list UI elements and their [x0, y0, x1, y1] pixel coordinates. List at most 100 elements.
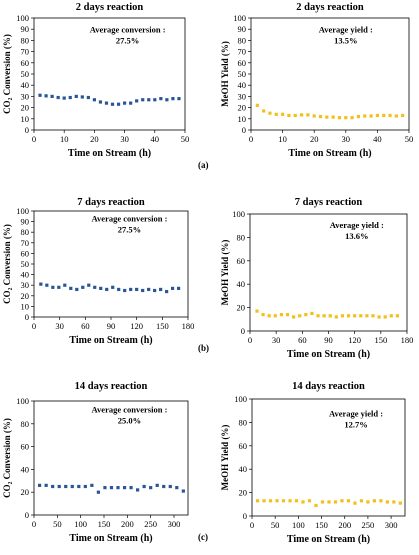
- data-point: [255, 309, 259, 313]
- data-point: [74, 94, 78, 98]
- data-point: [142, 484, 146, 489]
- data-point: [262, 109, 266, 113]
- data-point: [261, 313, 265, 317]
- data-point: [149, 486, 153, 490]
- x-tick-label: 30: [120, 134, 129, 144]
- data-point: [68, 95, 72, 100]
- annotation-value: 27.5%: [118, 225, 141, 235]
- x-tick-label: 10: [60, 134, 69, 144]
- data-point: [83, 484, 87, 489]
- x-tick-label: 10: [278, 134, 287, 144]
- data-point: [141, 288, 145, 293]
- data-point: [38, 93, 42, 97]
- data-point: [255, 103, 259, 107]
- annotation-value: 27.5%: [116, 36, 139, 46]
- data-point: [69, 286, 73, 290]
- y-axis-label: CO₂ Conversion (%): [2, 34, 12, 114]
- x-tick-label: 30: [272, 335, 281, 345]
- chart-title: 14 days reaction: [75, 381, 148, 392]
- y-tick-label: 80: [21, 35, 30, 45]
- data-point: [92, 98, 96, 102]
- y-tick-label: 60: [21, 248, 30, 258]
- data-point: [281, 112, 285, 116]
- chart-title: 2 days reaction: [296, 2, 364, 13]
- y-axis-label: MeOH Yield (%): [220, 425, 230, 491]
- data-point: [181, 489, 185, 493]
- data-point: [175, 486, 179, 490]
- data-point: [141, 98, 145, 102]
- data-point: [116, 486, 120, 490]
- data-point: [135, 99, 139, 103]
- y-tick-label: 60: [239, 441, 248, 451]
- annotation-value: 12.7%: [344, 420, 367, 430]
- y-tick-label: 80: [237, 232, 246, 242]
- data-point: [165, 289, 169, 294]
- chart-title: 7 days reaction: [295, 197, 363, 208]
- x-tick-label: 0: [32, 134, 36, 144]
- data-point: [103, 486, 107, 490]
- y-tick-label: 20: [21, 291, 30, 301]
- data-point: [44, 483, 48, 487]
- data-point: [328, 314, 332, 318]
- data-point: [147, 98, 151, 102]
- x-tick-label: 150: [156, 321, 169, 331]
- data-point: [382, 113, 386, 118]
- data-point: [81, 285, 85, 289]
- data-point: [398, 501, 402, 505]
- data-point: [45, 283, 49, 287]
- chart-title: 14 days reaction: [292, 381, 365, 392]
- data-point: [77, 484, 81, 489]
- data-point: [385, 500, 389, 504]
- data-point: [365, 314, 369, 318]
- annotation-value: 13.6%: [345, 231, 368, 241]
- annotation-label: Average yield :: [329, 409, 383, 419]
- x-tick-label: 40: [373, 134, 382, 144]
- x-tick-label: 0: [248, 335, 252, 345]
- data-point: [147, 287, 151, 292]
- chart-4: 7 days reaction 0 20 40 60 80 100 0 30 60 90 120 150…: [220, 197, 413, 360]
- plot-frame: [251, 398, 406, 517]
- x-axis-label: Time on Stream (h): [69, 533, 152, 544]
- x-tick-label: 150: [315, 520, 328, 530]
- y-tick-label: 80: [239, 417, 248, 427]
- annotation-label: Average conversion :: [92, 404, 168, 414]
- y-axis-label: CO₂ Conversion (%): [2, 224, 12, 304]
- y-tick-label: 20: [238, 103, 247, 113]
- data-point: [285, 313, 290, 317]
- data-point: [306, 113, 310, 117]
- data-point: [129, 101, 133, 105]
- data-point: [255, 499, 260, 503]
- chart-title: 7 days reaction: [77, 197, 145, 208]
- data-point: [51, 484, 55, 489]
- data-point: [177, 97, 181, 101]
- data-point: [369, 114, 373, 118]
- data-point: [389, 314, 393, 318]
- data-point: [333, 500, 338, 504]
- data-point: [353, 501, 357, 505]
- data-point: [346, 314, 351, 318]
- data-point: [136, 488, 140, 492]
- x-tick-label: 0: [249, 134, 253, 144]
- data-point: [320, 500, 325, 504]
- y-tick-label: 10: [21, 114, 30, 124]
- data-point: [168, 484, 172, 489]
- data-point: [165, 98, 169, 102]
- y-tick-label: 90: [21, 24, 30, 34]
- x-tick-label: 30: [55, 321, 64, 331]
- data-point: [366, 500, 370, 504]
- x-tick-label: 90: [324, 335, 333, 345]
- data-point: [153, 98, 157, 102]
- x-tick-label: 50: [181, 134, 190, 144]
- data-point: [111, 285, 115, 289]
- y-tick-label: 20: [239, 488, 248, 498]
- data-point: [86, 95, 90, 100]
- y-tick-label: 40: [239, 464, 248, 474]
- data-point: [274, 112, 278, 116]
- y-tick-label: 20: [21, 103, 30, 113]
- data-point: [62, 96, 66, 100]
- y-tick-label: 40: [238, 80, 247, 90]
- annotation-value: 25.0%: [118, 415, 141, 425]
